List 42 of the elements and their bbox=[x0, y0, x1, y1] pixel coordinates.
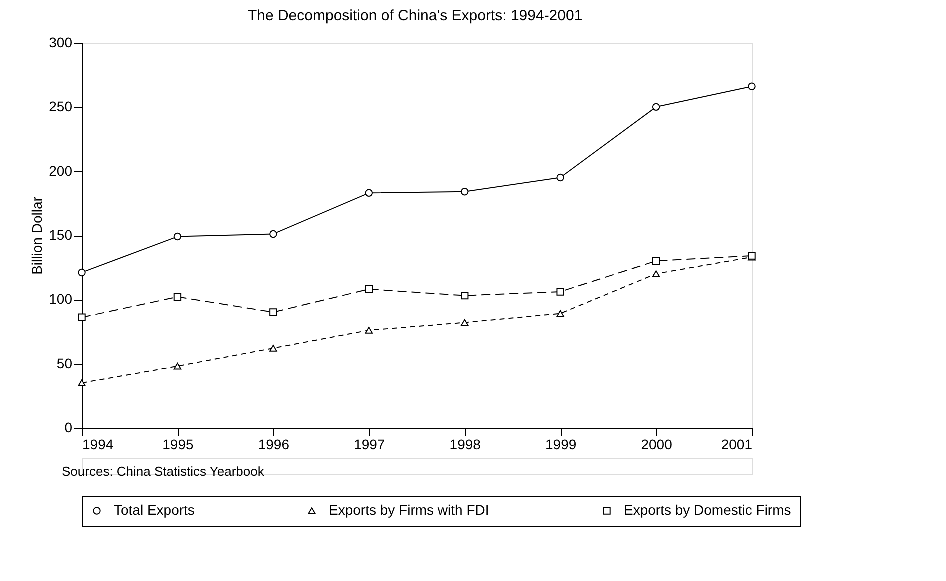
x-tick-label: 1998 bbox=[450, 436, 482, 452]
point bbox=[556, 310, 564, 318]
point bbox=[365, 327, 373, 334]
legend-label: Total Exports bbox=[114, 502, 195, 518]
point bbox=[652, 270, 660, 278]
x-tick-label: 1994 bbox=[82, 436, 114, 452]
y-tick-label: 200 bbox=[49, 162, 73, 179]
point bbox=[78, 268, 86, 277]
legend-label: Exports by Firms with FDI bbox=[329, 502, 490, 518]
y-tick-label: 300 bbox=[49, 34, 73, 50]
point bbox=[365, 189, 373, 197]
point bbox=[365, 286, 373, 294]
y-tick-label: 50 bbox=[56, 355, 73, 372]
y-tick-label: 250 bbox=[49, 98, 73, 115]
point bbox=[461, 292, 469, 300]
point bbox=[174, 362, 182, 370]
point bbox=[270, 230, 278, 238]
x-tick-label: 2001 bbox=[721, 436, 753, 452]
point bbox=[174, 293, 182, 301]
legend-label: Exports by Domestic Firms bbox=[624, 502, 792, 518]
x-tick-label: 1996 bbox=[258, 436, 290, 452]
x-tick-label: 1999 bbox=[545, 436, 577, 452]
point bbox=[748, 82, 756, 90]
point bbox=[174, 232, 182, 241]
x-tick-label: 1997 bbox=[354, 436, 386, 452]
point bbox=[556, 174, 564, 182]
y-axis-title: Billion Dollar bbox=[29, 196, 46, 275]
point bbox=[461, 188, 469, 196]
point bbox=[652, 103, 660, 112]
point bbox=[652, 257, 660, 266]
point bbox=[556, 288, 564, 296]
source-note: Sources: China Statistics Yearbook bbox=[62, 464, 265, 479]
x-tick-label: 1995 bbox=[162, 436, 194, 452]
y-tick-label: 0 bbox=[64, 420, 73, 436]
point bbox=[270, 308, 278, 316]
point bbox=[78, 314, 86, 322]
chart-title: The Decomposition of China's Exports: 1994-2001 bbox=[248, 8, 583, 24]
y-tick-label: 100 bbox=[49, 291, 73, 308]
point bbox=[461, 319, 469, 326]
point bbox=[270, 345, 278, 352]
x-tick-label: 2000 bbox=[641, 436, 673, 452]
y-tick-label: 150 bbox=[49, 227, 73, 243]
